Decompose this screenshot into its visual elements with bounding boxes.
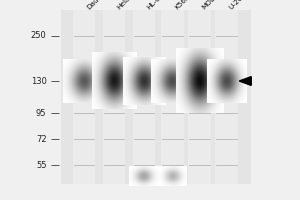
- Text: 250: 250: [31, 31, 46, 40]
- Bar: [215, 10, 238, 184]
- Bar: [61, 10, 250, 184]
- Bar: [133, 10, 155, 184]
- Text: 55: 55: [36, 160, 46, 170]
- Text: 95: 95: [36, 108, 46, 117]
- Text: MOLT-4: MOLT-4: [201, 0, 224, 10]
- Text: 72: 72: [36, 134, 46, 144]
- Text: U-2OS: U-2OS: [228, 0, 248, 10]
- Text: HL-60: HL-60: [146, 0, 165, 10]
- Bar: [188, 10, 211, 184]
- Bar: [161, 10, 184, 184]
- Text: Hela: Hela: [116, 0, 131, 10]
- Polygon shape: [239, 77, 251, 85]
- Text: 130: 130: [31, 76, 46, 86]
- Bar: [103, 10, 125, 184]
- Bar: [73, 10, 95, 184]
- Text: Daudi: Daudi: [85, 0, 105, 10]
- Text: K562: K562: [174, 0, 191, 10]
